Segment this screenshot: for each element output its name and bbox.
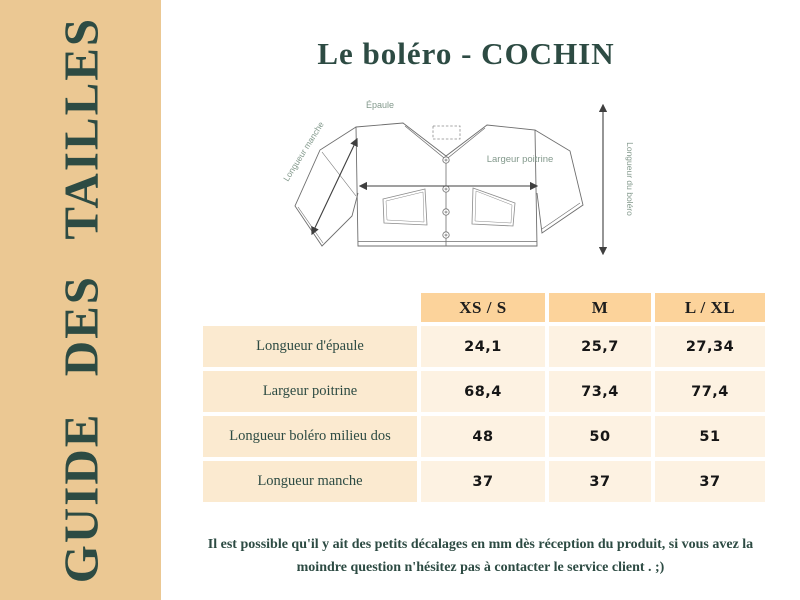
size-value: 48 [421,416,545,457]
size-value: 77,4 [655,371,765,412]
row-label: Longueur manche [203,461,417,502]
bolero-pockets [382,187,516,227]
row-label: Largeur poitrine [203,371,417,412]
largeur-poitrine-label: Largeur poitrine [487,154,554,165]
size-value: 37 [421,461,545,502]
size-value: 73,4 [549,371,651,412]
size-value: 27,34 [655,326,765,367]
size-value: 25,7 [549,326,651,367]
size-value: 37 [549,461,651,502]
column-header-xs-s: XS / S [421,293,545,322]
row-label: Longueur d'épaule [203,326,417,367]
footer-note-line2: moindre question n'hésitez pas à contact… [296,560,665,576]
page-title: Le boléro - COCHIN [317,36,615,71]
longueur-bolero-label: Longueur du boléro [625,142,635,216]
table-corner-cell [203,293,417,322]
column-header-l-xl: L / XL [655,293,765,322]
guide-des-tailles-vertical-title: GUIDE DES TAILLES [53,16,108,584]
neck-label-tag [432,125,461,140]
size-value: 50 [549,416,651,457]
bolero-measurement-diagram: Épaule Longueur manche Largeur poitrine … [280,93,650,265]
column-header-m: M [549,293,651,322]
bolero-body-outline [355,122,538,247]
size-table: XS / S M L / XL Longueur d'épaule 24,1 25,… [203,293,765,502]
sleeve-length-arrow [311,137,358,236]
left-banner: GUIDE DES TAILLES [0,0,161,600]
size-value: 24,1 [421,326,545,367]
epaule-label: Épaule [366,100,394,110]
measurement-arrows [311,103,608,256]
size-value: 51 [655,416,765,457]
footer-note: Il est possible qu'il y ait des petits d… [161,533,800,579]
footer-note-line1: Il est possible qu'il y ait des petits d… [207,537,754,552]
bolero-drawing: Épaule Longueur manche Largeur poitrine … [281,100,635,256]
size-value: 68,4 [421,371,545,412]
row-label: Longueur boléro milieu dos [203,416,417,457]
size-value: 37 [655,461,765,502]
